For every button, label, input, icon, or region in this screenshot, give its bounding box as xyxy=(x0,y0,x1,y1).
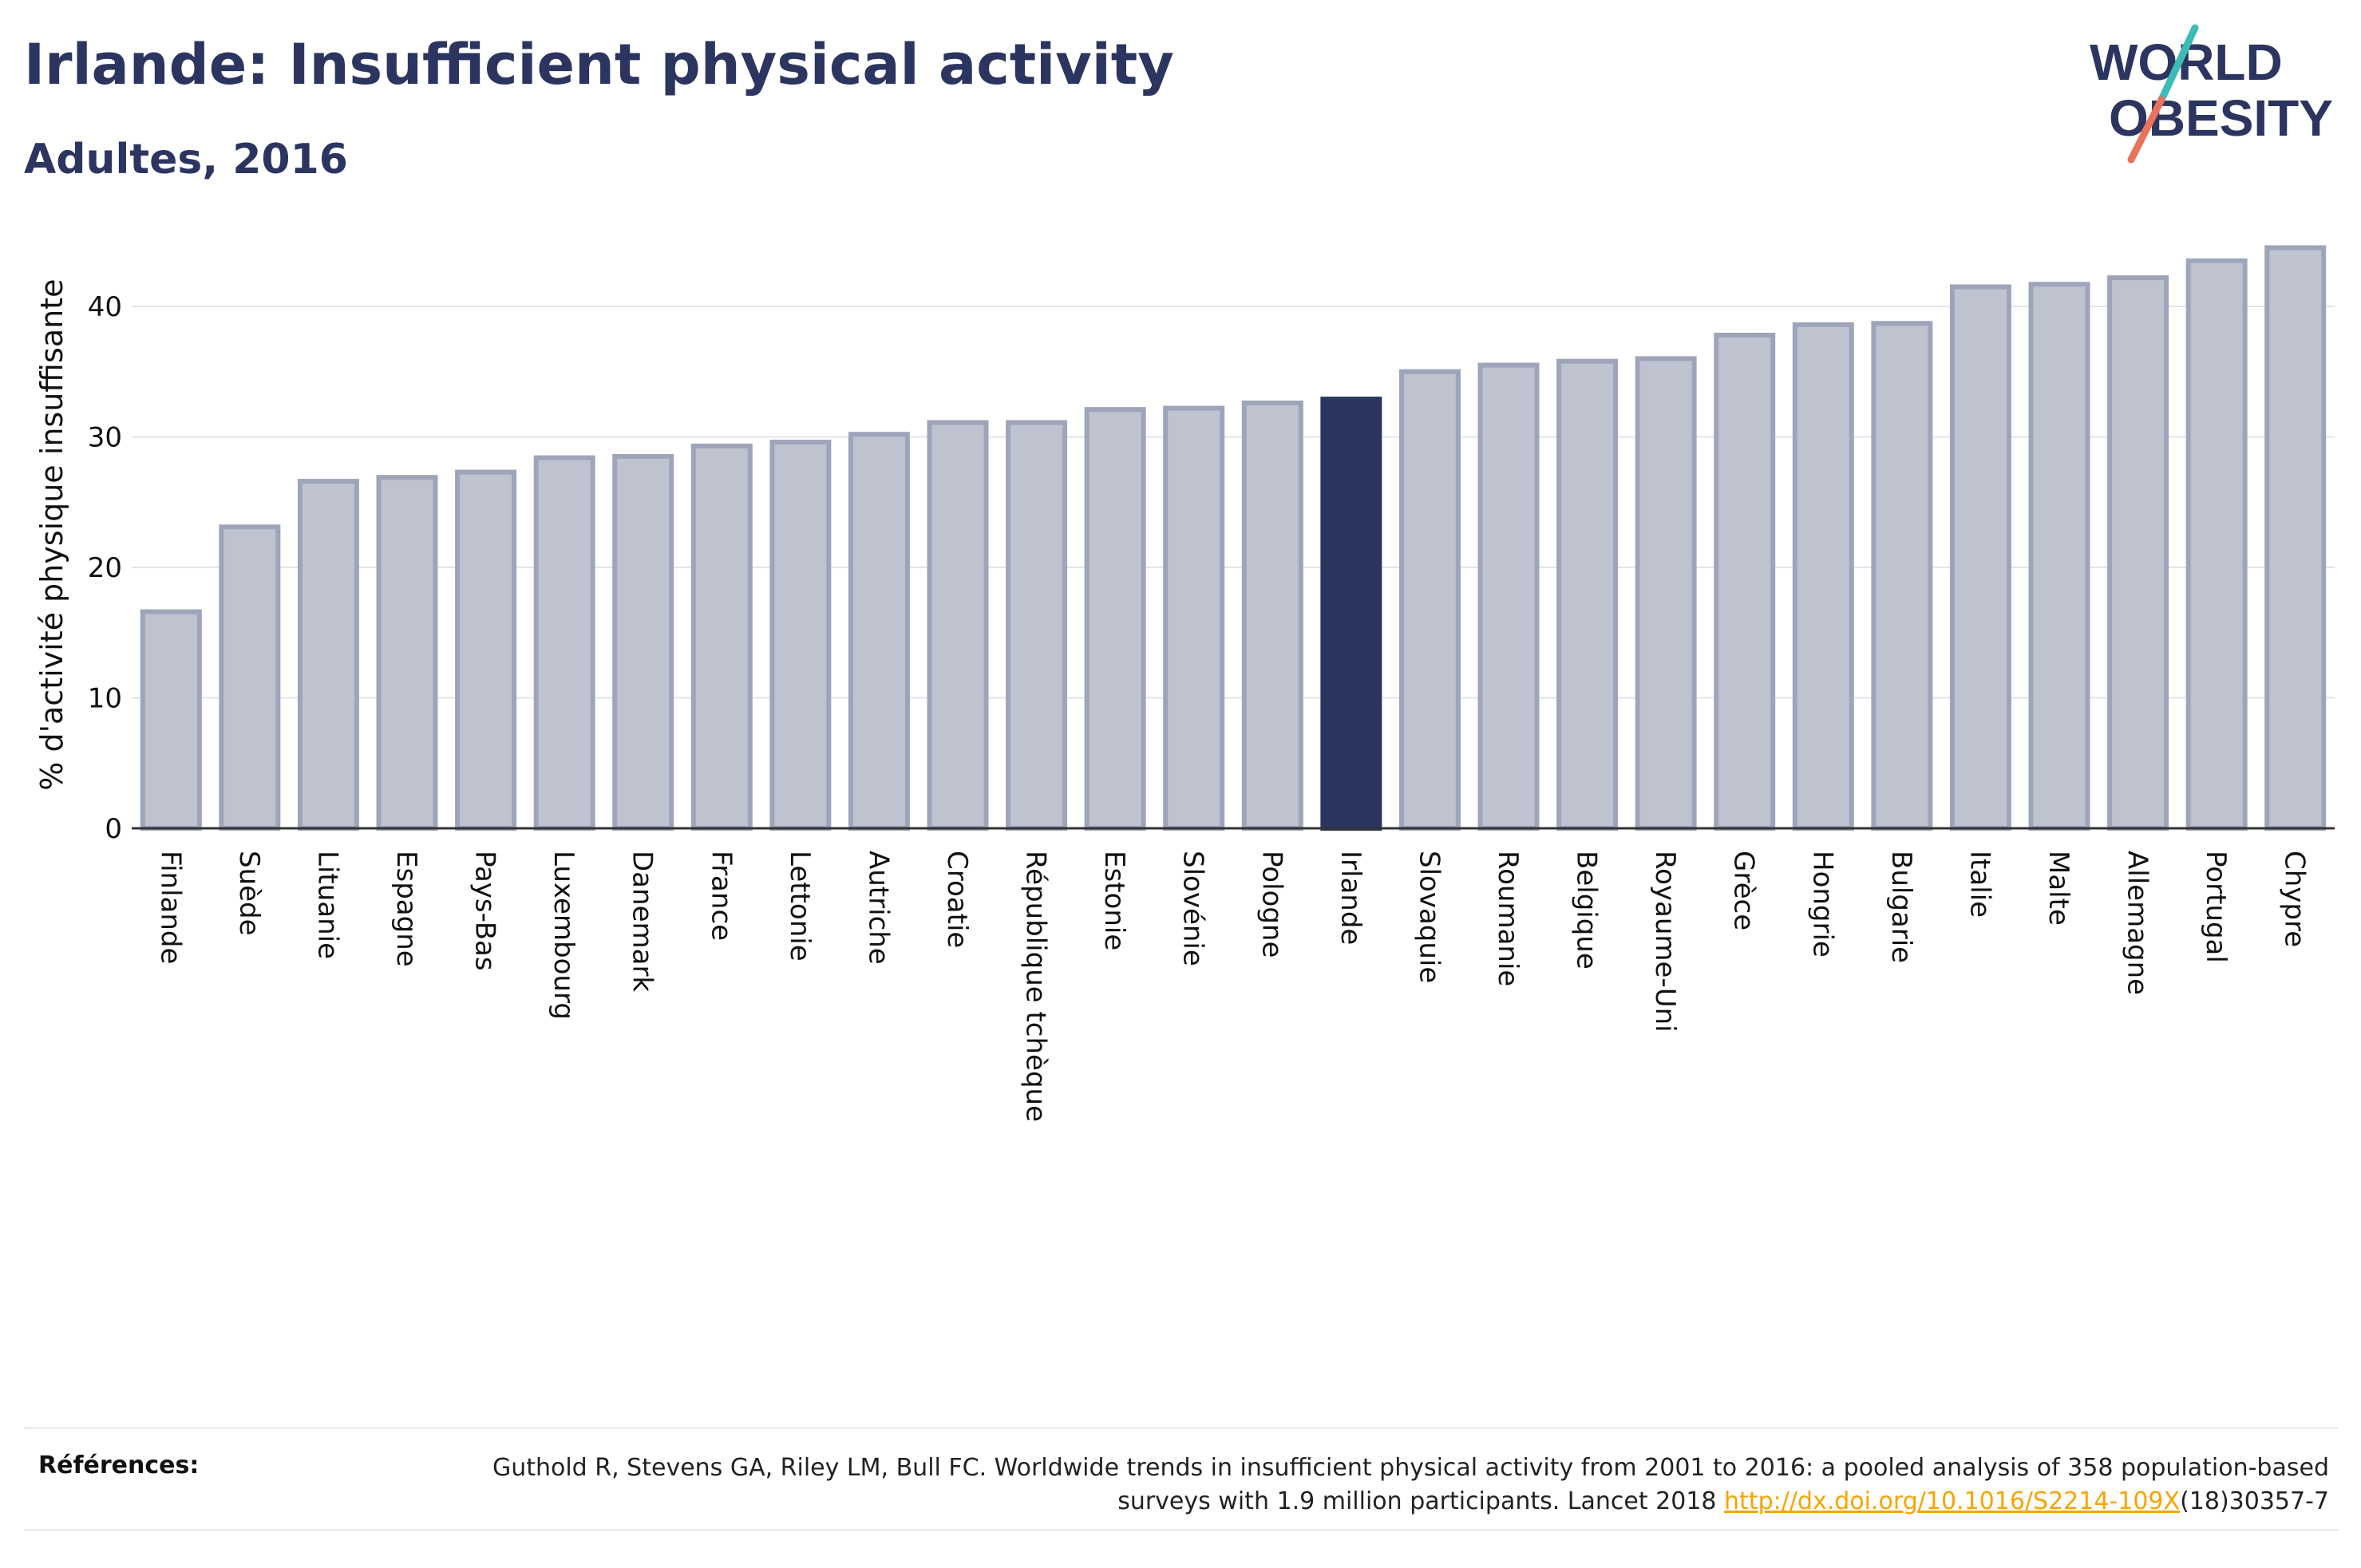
bar xyxy=(376,475,438,831)
bar xyxy=(1871,321,1933,831)
references-section: Références: Guthold R, Stevens GA, Riley… xyxy=(24,1427,2339,1531)
bar xyxy=(2185,258,2248,831)
y-tick-label: 40 xyxy=(88,291,122,323)
bar xyxy=(140,609,202,831)
bar xyxy=(1477,362,1540,831)
bar xyxy=(2264,245,2327,831)
x-tick-label: Espagne xyxy=(390,851,422,967)
x-tick-label: Malte xyxy=(2043,851,2074,926)
bar xyxy=(297,479,359,831)
x-tick-label: Roumanie xyxy=(1492,851,1524,986)
bar xyxy=(690,443,753,831)
y-tick-label: 30 xyxy=(88,422,122,454)
x-tick-label: Croatie xyxy=(941,851,973,948)
references-text: Guthold R, Stevens GA, Riley LM, Bull FC… xyxy=(413,1451,2329,1519)
x-tick-label: Suède xyxy=(233,851,265,936)
reference-citation: Guthold R, Stevens GA, Riley LM, Bull FC… xyxy=(492,1454,2329,1515)
x-tick-label: Autriche xyxy=(862,851,894,965)
bar xyxy=(1163,405,1225,831)
x-tick-label: Allemagne xyxy=(2122,851,2153,995)
chart-subtitle: Adultes, 2016 xyxy=(24,136,348,184)
x-tick-label: Italie xyxy=(1964,851,1995,918)
bar xyxy=(612,454,674,831)
world-obesity-logo: WORLD OBESITY xyxy=(2090,24,2333,164)
logo-slash-bottom xyxy=(2127,96,2165,164)
references-label: Références: xyxy=(38,1451,200,1479)
bar xyxy=(1635,356,1697,831)
bar xyxy=(455,469,517,831)
bar xyxy=(1398,369,1461,831)
x-tick-label: Grèce xyxy=(1728,851,1760,930)
x-tick-label: Irlande xyxy=(1335,851,1366,945)
x-tick-label: Pologne xyxy=(1256,851,1287,958)
x-tick-label: Luxembourg xyxy=(548,851,579,1020)
bar xyxy=(1084,407,1146,831)
y-tick-label: 10 xyxy=(88,683,122,715)
reference-doi-link[interactable]: http://dx.doi.org/10.1016/S2214-109X xyxy=(1724,1487,2181,1515)
bar xyxy=(533,455,595,831)
x-tick-label: Belgique xyxy=(1571,851,1603,970)
x-tick-label: Bulgarie xyxy=(1885,851,1917,963)
bar xyxy=(1320,397,1382,831)
bar-chart: 0 10 20 30 40 % d'activité physique insuffisa… xyxy=(34,245,2335,1122)
x-tick-label: Lettonie xyxy=(784,851,816,962)
x-tick-label: Finlande xyxy=(154,851,186,964)
x-tick-label: Estonie xyxy=(1098,851,1130,950)
x-tick-label: Slovénie xyxy=(1177,851,1209,966)
reference-citation-suffix: (18)30357-7 xyxy=(2180,1487,2329,1515)
bar xyxy=(1006,420,1068,831)
x-tick-label: Chypre xyxy=(2279,851,2311,947)
bar xyxy=(1792,322,1854,831)
x-tick-label: Hongrie xyxy=(1806,851,1838,958)
bar xyxy=(2107,275,2169,831)
bar xyxy=(1714,332,1776,831)
bar xyxy=(1241,400,1303,831)
x-tick-label: Royaume-Uni xyxy=(1649,851,1681,1033)
bar xyxy=(1556,358,1619,831)
x-tick-label: République tchèque xyxy=(1020,851,1052,1122)
bar xyxy=(848,432,910,831)
bar xyxy=(2028,282,2090,831)
y-tick-label: 0 xyxy=(105,813,122,845)
x-tick-label: Lituanie xyxy=(311,851,343,959)
bar xyxy=(927,420,989,831)
bar xyxy=(219,524,281,831)
y-axis-label: % d'activité physique insuffisante xyxy=(34,279,69,791)
logo-slash-top xyxy=(2157,24,2199,104)
x-tick-label: Portugal xyxy=(2200,851,2232,963)
bar xyxy=(769,440,832,831)
bar xyxy=(1949,284,2011,831)
x-tick-label: Slovaquie xyxy=(1413,851,1445,983)
y-tick-label: 20 xyxy=(88,552,122,584)
x-tick-label: Pays-Bas xyxy=(469,851,501,971)
x-tick-label: Danemark xyxy=(627,851,658,992)
chart-title: Irlande: Insufficient physical activity xyxy=(24,32,1174,97)
x-tick-label: France xyxy=(705,851,737,941)
